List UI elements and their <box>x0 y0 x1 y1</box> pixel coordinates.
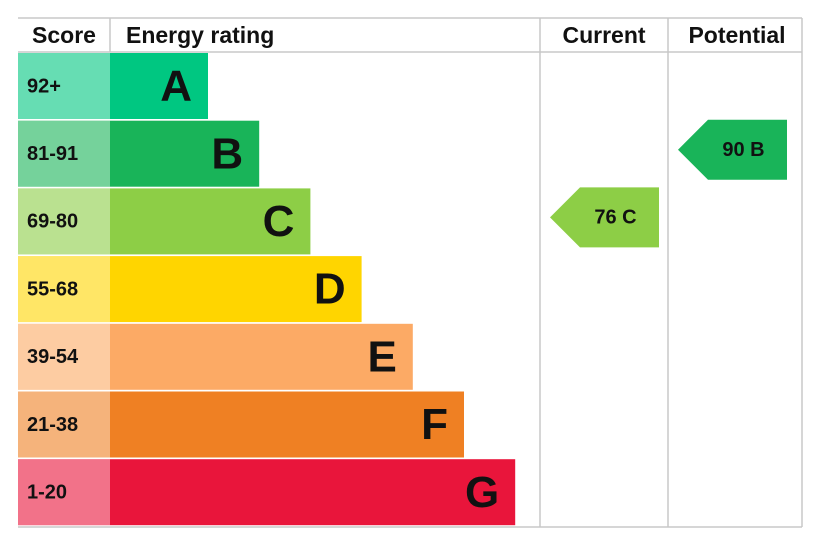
potential-label: 90 B <box>722 139 764 161</box>
header-score: Score <box>32 22 96 48</box>
rating-bar <box>110 53 208 119</box>
score-tint <box>18 120 110 187</box>
rating-letter: B <box>211 129 243 178</box>
rating-letter: C <box>263 197 295 246</box>
score-cell <box>18 391 110 458</box>
score-label: 1-20 <box>27 481 67 503</box>
header-potential: Potential <box>688 22 785 48</box>
rating-letter: G <box>465 468 499 517</box>
current-arrow <box>550 187 659 248</box>
rating-letter: E <box>367 332 396 381</box>
score-tint <box>18 323 110 390</box>
rating-bar <box>110 323 413 390</box>
score-label: 92+ <box>27 75 61 97</box>
rating-letter: A <box>160 62 192 111</box>
header-rating: Energy rating <box>126 22 274 48</box>
rating-bar <box>110 188 311 255</box>
current-label: 76 C <box>594 207 636 229</box>
score-cell <box>18 53 110 119</box>
header: Score Energy rating Current Potential <box>32 22 786 48</box>
score-label: 81-91 <box>27 143 78 165</box>
score-cell <box>18 120 110 187</box>
score-label: 55-68 <box>27 278 78 300</box>
score-cell <box>18 188 110 255</box>
score-cell <box>18 459 110 526</box>
score-tint <box>18 459 110 526</box>
rating-letter: F <box>421 400 448 449</box>
score-cell <box>18 323 110 390</box>
score-tint <box>18 256 110 323</box>
score-tint <box>18 391 110 458</box>
score-tint <box>18 53 110 119</box>
score-cell <box>18 256 110 323</box>
table-lines <box>18 17 803 528</box>
rating-bar <box>110 256 362 323</box>
rating-bar <box>110 391 464 458</box>
rating-bar <box>110 120 260 187</box>
score-tint <box>18 188 110 255</box>
rating-letter: D <box>314 265 346 314</box>
header-current: Current <box>562 22 645 48</box>
rating-bar <box>110 459 516 526</box>
score-label: 69-80 <box>27 211 78 233</box>
score-label: 21-38 <box>27 414 78 436</box>
score-label: 39-54 <box>27 346 79 368</box>
potential-arrow <box>678 119 787 180</box>
